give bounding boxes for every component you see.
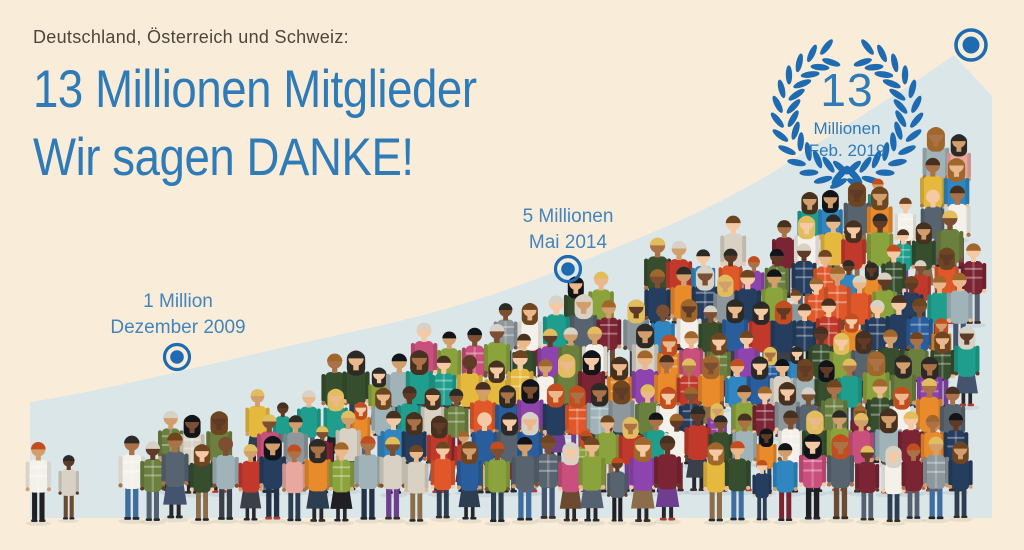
laurel-wreath-icon bbox=[770, 39, 924, 189]
milestone-marker-5m-icon bbox=[553, 254, 583, 284]
person-figure bbox=[752, 459, 772, 524]
person-figure bbox=[922, 436, 950, 524]
person-figure bbox=[404, 444, 429, 526]
person-figure bbox=[855, 445, 880, 525]
person-figure bbox=[282, 444, 307, 526]
wreath-value: 13 bbox=[820, 64, 874, 116]
person-figure bbox=[798, 433, 827, 524]
person-figure bbox=[826, 434, 855, 524]
milestone-1m-date: Dezember 2009 bbox=[110, 316, 246, 338]
milestone-5m-title: 5 Millionen bbox=[522, 206, 614, 227]
milestone-marker-1m-icon bbox=[162, 342, 192, 372]
headline-line1: 13 Millionen Mitglieder bbox=[33, 59, 477, 119]
crowd-illustration bbox=[25, 127, 987, 527]
milestone-5m-label: 5 Millionen Mai 2014 bbox=[458, 204, 678, 255]
milestone-marker-13m-icon bbox=[954, 28, 988, 62]
milestone-1m-title: 1 Million bbox=[143, 291, 213, 312]
person-figure bbox=[653, 435, 682, 525]
person-figure bbox=[430, 441, 456, 523]
milestone-5m-date: Mai 2014 bbox=[528, 231, 608, 253]
headline-eyebrow: Deutschland, Österreich und Schweiz: bbox=[33, 27, 349, 47]
person-figure bbox=[511, 436, 539, 525]
person-figure bbox=[607, 457, 628, 525]
person-figure bbox=[881, 445, 906, 526]
headline-block: Deutschland, Österreich und Schweiz: 13 … bbox=[33, 27, 549, 193]
person-figure bbox=[948, 441, 973, 522]
milestone-13m-label: 13 Millionen Feb. 2019 bbox=[767, 66, 927, 162]
headline-lines: 13 Millionen Mitglieder Wir sagen DANKE! bbox=[33, 56, 477, 194]
person-figure bbox=[484, 441, 511, 527]
person-figure bbox=[724, 440, 751, 525]
person-figure bbox=[772, 443, 798, 525]
person-figure bbox=[379, 436, 406, 524]
person-figure bbox=[259, 435, 287, 524]
wreath-unit: Millionen bbox=[813, 119, 881, 139]
wreath-date: Feb. 2019 bbox=[808, 141, 886, 161]
person-figure bbox=[578, 437, 606, 526]
person-figure bbox=[456, 441, 482, 524]
headline-line2: Wir sagen DANKE! bbox=[33, 128, 414, 188]
milestone-1m-label: 1 Million Dezember 2009 bbox=[68, 289, 288, 340]
person-figure bbox=[118, 435, 146, 524]
person-figure bbox=[328, 442, 355, 526]
person-figure bbox=[58, 455, 79, 523]
person-figure bbox=[212, 436, 239, 524]
person-figure bbox=[558, 442, 584, 526]
person-figure bbox=[25, 442, 52, 526]
person-figure bbox=[304, 438, 332, 526]
person-figure bbox=[629, 437, 657, 527]
person-figure bbox=[534, 435, 562, 523]
person-figure bbox=[161, 432, 189, 523]
